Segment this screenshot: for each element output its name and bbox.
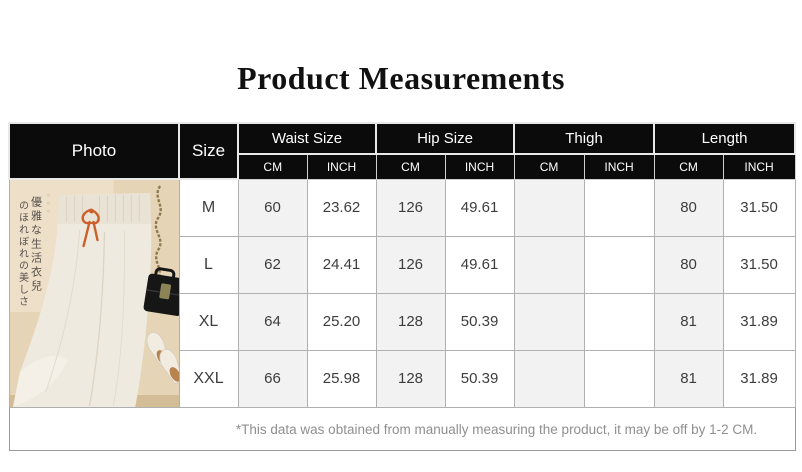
- thigh-inch-value: [583, 235, 655, 294]
- waist-cm-value: 66: [237, 349, 308, 409]
- waist-inch-value: 25.98: [306, 349, 377, 409]
- column-header-size: Size: [178, 122, 239, 180]
- hip-inch-value: 49.61: [444, 178, 515, 237]
- table-row-xxl: XXL 66 25.98 128 50.39 81 31.89: [9, 349, 796, 409]
- length-cm-value: 81: [653, 349, 724, 409]
- length-inch-value: 31.89: [722, 349, 796, 409]
- unit-header-waist-inch: INCH: [306, 153, 377, 180]
- thigh-cm-value: [513, 349, 585, 409]
- table-row-xl: XL 64 25.20 128 50.39 81 31.89: [9, 292, 796, 351]
- unit-header-hip-cm: CM: [375, 153, 446, 180]
- length-cm-value: 80: [653, 235, 724, 294]
- hip-inch-value: 49.61: [444, 235, 515, 294]
- unit-header-length-cm: CM: [653, 153, 724, 180]
- column-header-photo: Photo: [8, 122, 180, 180]
- hip-cm-value: 126: [375, 235, 446, 294]
- waistband-shape: [57, 193, 151, 224]
- shoes-graphic: [146, 331, 178, 384]
- thigh-inch-value: [583, 178, 655, 237]
- waist-cm-value: 64: [237, 292, 308, 351]
- length-cm-value: 80: [653, 178, 724, 237]
- drawstring-bow: [81, 208, 100, 248]
- unit-header-thigh-cm: CM: [513, 153, 585, 180]
- photo-vertical-text-secondary: のほれぼれの美しさ: [16, 200, 28, 308]
- size-value: M: [178, 178, 239, 237]
- hip-cm-value: 126: [375, 178, 446, 237]
- product-photo-scene: ○○○ 優雅な生活衣兒 のほれぼれの美しさ: [10, 180, 178, 407]
- measurements-table: Photo Size Waist Size Hip Size Thigh Len…: [8, 122, 797, 451]
- hip-inch-value: 50.39: [444, 292, 515, 351]
- column-group-hip: Hip Size: [375, 122, 516, 155]
- waist-inch-value: 23.62: [306, 178, 377, 237]
- size-value: L: [178, 235, 239, 294]
- unit-header-length-inch: INCH: [722, 153, 796, 180]
- page-title: Product Measurements: [237, 60, 565, 96]
- waist-inch-value: 25.20: [306, 292, 377, 351]
- thigh-cm-value: [513, 292, 585, 351]
- table-row-m: ○○○ 優雅な生活衣兒 のほれぼれの美しさ M 60 23.62 126 49.…: [8, 178, 796, 408]
- unit-header-waist-cm: CM: [237, 153, 308, 180]
- photo-vertical-text-primary: 優雅な生活衣兒: [29, 196, 42, 294]
- waist-inch-value: 24.41: [306, 235, 377, 294]
- length-inch-value: 31.89: [722, 292, 796, 351]
- thigh-cm-value: [513, 178, 585, 237]
- measurement-disclaimer: *This data was obtained from manually me…: [9, 407, 796, 451]
- thigh-inch-value: [583, 292, 655, 351]
- size-value: XXL: [178, 349, 239, 409]
- table-row-l: L 62 24.41 126 49.61 80 31.50: [9, 235, 796, 294]
- thigh-cm-value: [513, 235, 585, 294]
- size-value: XL: [178, 292, 239, 351]
- waist-cm-value: 62: [237, 235, 308, 294]
- length-inch-value: 31.50: [722, 178, 796, 237]
- product-photo: ○○○ 優雅な生活衣兒 のほれぼれの美しさ: [8, 178, 180, 408]
- unit-header-thigh-inch: INCH: [583, 153, 655, 180]
- handbag-graphic: [143, 267, 178, 316]
- column-group-waist: Waist Size: [236, 122, 378, 155]
- chain-strap: [154, 185, 162, 277]
- photo-decorative-dots: ○○○: [45, 193, 52, 217]
- hip-cm-value: 128: [375, 349, 446, 409]
- hip-inch-value: 50.39: [444, 349, 515, 409]
- waist-cm-value: 60: [237, 178, 308, 237]
- thigh-inch-value: [583, 349, 655, 409]
- length-inch-value: 31.50: [722, 235, 796, 294]
- unit-header-hip-inch: INCH: [444, 153, 515, 180]
- hip-cm-value: 128: [375, 292, 446, 351]
- column-group-thigh: Thigh: [513, 122, 656, 155]
- column-group-length: Length: [653, 122, 797, 155]
- length-cm-value: 81: [653, 292, 724, 351]
- pants-photo-graphic: [10, 180, 178, 407]
- footnote-row: *This data was obtained from manually me…: [9, 407, 796, 451]
